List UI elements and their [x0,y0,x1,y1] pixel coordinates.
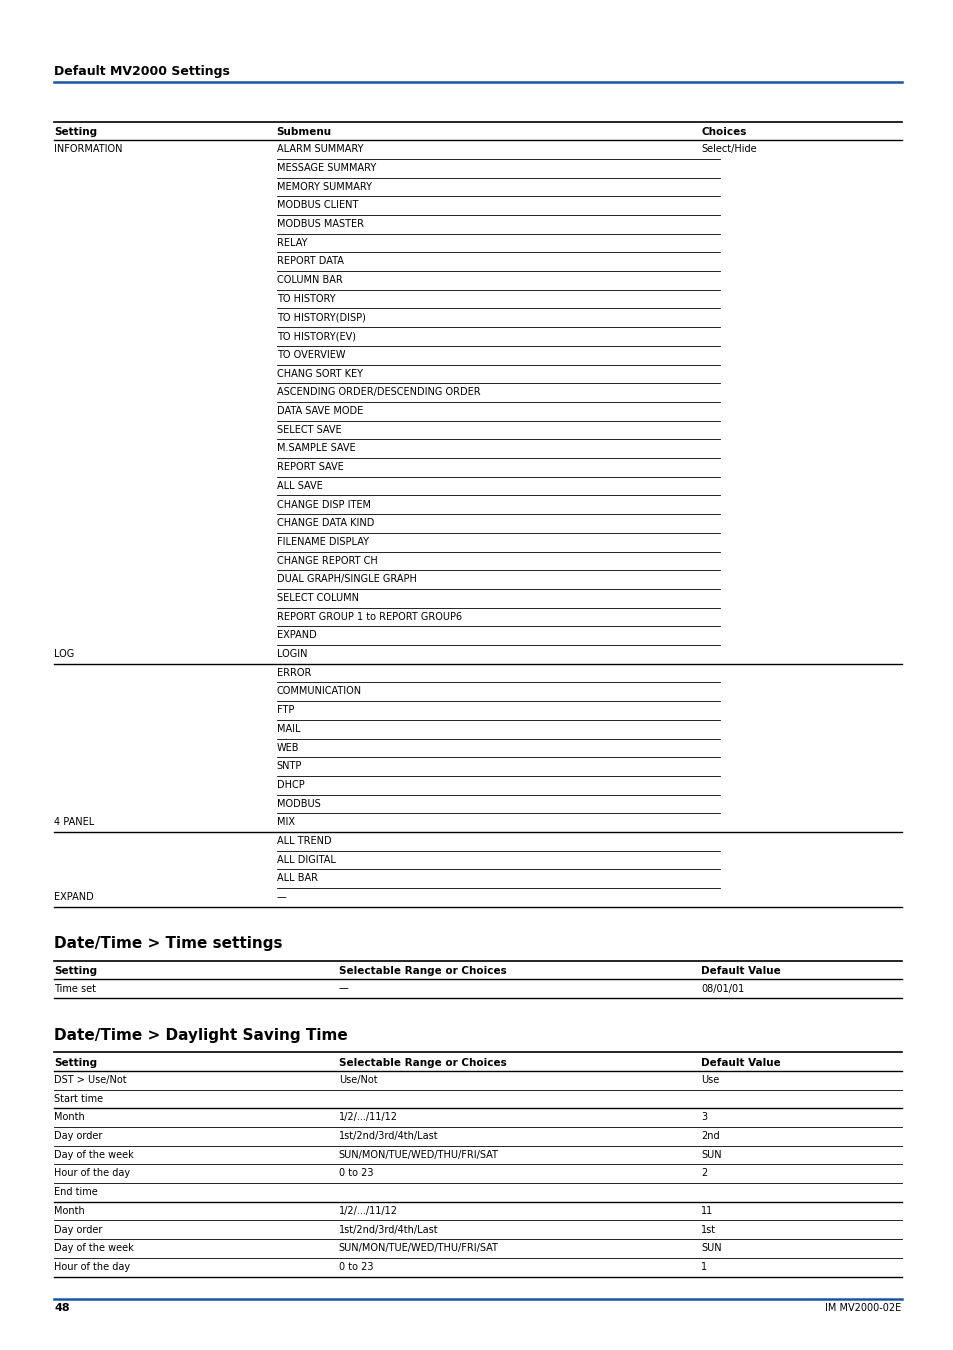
Text: TO HISTORY(EV): TO HISTORY(EV) [276,331,355,342]
Text: Hour of the day: Hour of the day [54,1262,131,1272]
Text: REPORT DATA: REPORT DATA [276,256,343,266]
Text: Setting: Setting [54,967,97,976]
Text: Day of the week: Day of the week [54,1243,134,1253]
Text: ASCENDING ORDER/DESCENDING ORDER: ASCENDING ORDER/DESCENDING ORDER [276,387,479,397]
Text: WEB: WEB [276,743,299,752]
Text: SUN: SUN [700,1243,721,1253]
Text: COLUMN BAR: COLUMN BAR [276,275,342,285]
Text: Default Value: Default Value [700,1057,781,1068]
Text: EXPAND: EXPAND [54,892,94,902]
Text: Use/Not: Use/Not [338,1075,376,1085]
Text: SUN: SUN [700,1150,721,1160]
Text: Setting: Setting [54,1057,97,1068]
Text: SUN/MON/TUE/WED/THU/FRI/SAT: SUN/MON/TUE/WED/THU/FRI/SAT [338,1150,498,1160]
Text: 1/2/.../11/12: 1/2/.../11/12 [338,1112,397,1122]
Text: DHCP: DHCP [276,780,304,790]
Text: MEMORY SUMMARY: MEMORY SUMMARY [276,182,372,192]
Text: REPORT SAVE: REPORT SAVE [276,462,343,472]
Text: 1st/2nd/3rd/4th/Last: 1st/2nd/3rd/4th/Last [338,1131,437,1141]
Text: MESSAGE SUMMARY: MESSAGE SUMMARY [276,163,375,173]
Text: 0 to 23: 0 to 23 [338,1168,373,1179]
Text: Selectable Range or Choices: Selectable Range or Choices [338,967,506,976]
Text: DATA SAVE MODE: DATA SAVE MODE [276,406,362,416]
Text: Day of the week: Day of the week [54,1150,134,1160]
Text: Start time: Start time [54,1094,103,1104]
Text: Hour of the day: Hour of the day [54,1168,131,1179]
Text: DUAL GRAPH/SINGLE GRAPH: DUAL GRAPH/SINGLE GRAPH [276,574,416,585]
Text: MODBUS: MODBUS [276,799,320,809]
Text: —: — [338,984,348,994]
Text: SELECT SAVE: SELECT SAVE [276,425,341,435]
Text: 1: 1 [700,1262,706,1272]
Text: 08/01/01: 08/01/01 [700,984,743,994]
Text: 2: 2 [700,1168,707,1179]
Text: CHANGE REPORT CH: CHANGE REPORT CH [276,556,377,566]
Text: M.SAMPLE SAVE: M.SAMPLE SAVE [276,443,355,454]
Text: FILENAME DISPLAY: FILENAME DISPLAY [276,537,368,547]
Text: EXPAND: EXPAND [276,630,316,640]
Text: Date/Time > Daylight Saving Time: Date/Time > Daylight Saving Time [54,1027,348,1044]
Text: 48: 48 [54,1303,70,1312]
Text: Default Value: Default Value [700,967,781,976]
Text: Day order: Day order [54,1131,103,1141]
Text: RELAY: RELAY [276,238,307,248]
Text: End time: End time [54,1187,98,1197]
Text: SUN/MON/TUE/WED/THU/FRI/SAT: SUN/MON/TUE/WED/THU/FRI/SAT [338,1243,498,1253]
Text: CHANGE DATA KIND: CHANGE DATA KIND [276,518,374,528]
Text: ALARM SUMMARY: ALARM SUMMARY [276,144,363,154]
Text: Default MV2000 Settings: Default MV2000 Settings [54,65,230,78]
Text: ALL TREND: ALL TREND [276,836,331,846]
Text: 1st/2nd/3rd/4th/Last: 1st/2nd/3rd/4th/Last [338,1224,437,1234]
Text: Select/Hide: Select/Hide [700,144,756,154]
Text: TO OVERVIEW: TO OVERVIEW [276,350,345,360]
Text: DST > Use/Not: DST > Use/Not [54,1075,127,1085]
Text: Month: Month [54,1112,85,1122]
Text: SELECT COLUMN: SELECT COLUMN [276,593,358,603]
Text: CHANG SORT KEY: CHANG SORT KEY [276,369,362,378]
Text: COMMUNICATION: COMMUNICATION [276,687,361,697]
Text: Month: Month [54,1206,85,1216]
Text: Time set: Time set [54,984,96,994]
Text: 0 to 23: 0 to 23 [338,1262,373,1272]
Text: Choices: Choices [700,127,746,136]
Text: 3: 3 [700,1112,706,1122]
Text: Day order: Day order [54,1224,103,1234]
Text: IM MV2000-02E: IM MV2000-02E [824,1303,901,1312]
Text: Selectable Range or Choices: Selectable Range or Choices [338,1057,506,1068]
Text: MODBUS MASTER: MODBUS MASTER [276,219,363,230]
Text: MAIL: MAIL [276,724,300,734]
Text: ALL BAR: ALL BAR [276,873,317,883]
Text: SNTP: SNTP [276,761,302,771]
Text: LOGIN: LOGIN [276,649,307,659]
Text: MODBUS CLIENT: MODBUS CLIENT [276,200,357,211]
Text: TO HISTORY(DISP): TO HISTORY(DISP) [276,313,365,323]
Text: MIX: MIX [276,817,294,828]
Text: 1st: 1st [700,1224,716,1234]
Text: ALL DIGITAL: ALL DIGITAL [276,855,335,865]
Text: 1/2/.../11/12: 1/2/.../11/12 [338,1206,397,1216]
Text: —: — [276,892,286,902]
Text: LOG: LOG [54,649,74,659]
Text: ALL SAVE: ALL SAVE [276,481,322,491]
Text: 11: 11 [700,1206,713,1216]
Text: TO HISTORY: TO HISTORY [276,294,335,304]
Text: CHANGE DISP ITEM: CHANGE DISP ITEM [276,500,371,509]
Text: REPORT GROUP 1 to REPORT GROUP6: REPORT GROUP 1 to REPORT GROUP6 [276,612,461,622]
Text: INFORMATION: INFORMATION [54,144,123,154]
Text: Date/Time > Time settings: Date/Time > Time settings [54,937,283,952]
Text: Use: Use [700,1075,719,1085]
Text: 4 PANEL: 4 PANEL [54,817,94,828]
Text: FTP: FTP [276,705,294,716]
Text: ERROR: ERROR [276,668,311,678]
Text: Setting: Setting [54,127,97,136]
Text: Submenu: Submenu [276,127,332,136]
Text: 2nd: 2nd [700,1131,720,1141]
